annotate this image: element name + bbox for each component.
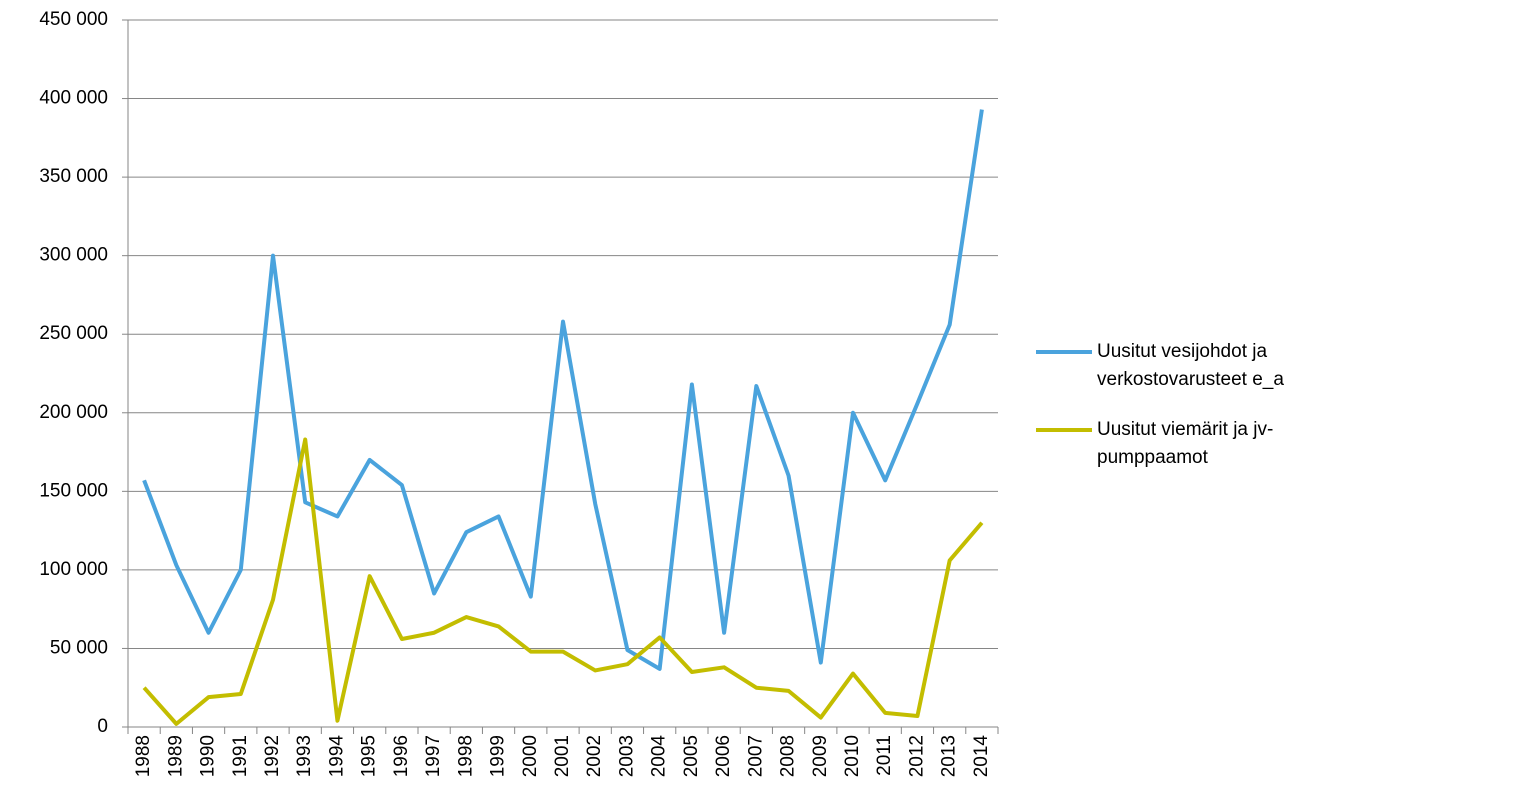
x-tick-label: 2004 [649, 735, 670, 778]
y-tick-label: 200 000 [39, 402, 108, 423]
y-tick-label: 150 000 [39, 480, 108, 501]
series-line [142, 109, 984, 671]
y-tick-label: 0 [97, 716, 108, 737]
x-tick-label: 1996 [391, 735, 412, 777]
x-tick-label: 1993 [294, 735, 315, 777]
y-tick-label: 450 000 [39, 9, 108, 30]
y-tick-label: 350 000 [39, 166, 108, 187]
legend-label: Uusitut vesijohdot ja verkostovarusteet … [1097, 341, 1284, 390]
y-tick-label: 50 000 [50, 637, 108, 658]
x-tick-label: 1991 [230, 735, 251, 777]
x-tick-label: 2001 [552, 735, 573, 777]
x-tick-label: 1998 [455, 735, 476, 777]
x-tick-label: 2000 [520, 735, 541, 777]
x-tick-label: 2007 [745, 735, 766, 777]
x-tick-label: 2003 [616, 735, 637, 777]
y-tick-label: 250 000 [39, 323, 108, 344]
x-tick-label: 2008 [778, 735, 799, 777]
x-tick-label: 2012 [906, 735, 927, 777]
x-tick-label: 2014 [971, 735, 992, 778]
series-line [142, 437, 984, 726]
x-tick-label: 2011 [874, 735, 895, 776]
x-tick-label: 2002 [584, 735, 605, 777]
legend-label: Uusitut viemärit ja jv-pumppaamot [1097, 419, 1274, 468]
x-tick-label: 1994 [326, 735, 347, 778]
x-tick-label: 2010 [842, 735, 863, 777]
x-tick-label: 2006 [713, 735, 734, 777]
x-tick-label: 2005 [681, 735, 702, 777]
x-tick-label: 1997 [423, 735, 444, 777]
y-tick-label: 100 000 [39, 559, 108, 580]
x-tick-label: 1989 [165, 735, 186, 777]
x-tick-label: 1999 [488, 735, 509, 777]
x-tick-label: 1992 [262, 735, 283, 777]
y-tick-label: 400 000 [39, 88, 108, 109]
x-tick-label: 1990 [198, 735, 219, 777]
x-tick-label: 2013 [939, 735, 960, 777]
y-tick-label: 300 000 [39, 245, 108, 266]
x-tick-label: 2009 [810, 735, 831, 777]
x-tick-label: 1988 [133, 735, 154, 777]
x-tick-label: 1995 [359, 735, 380, 777]
